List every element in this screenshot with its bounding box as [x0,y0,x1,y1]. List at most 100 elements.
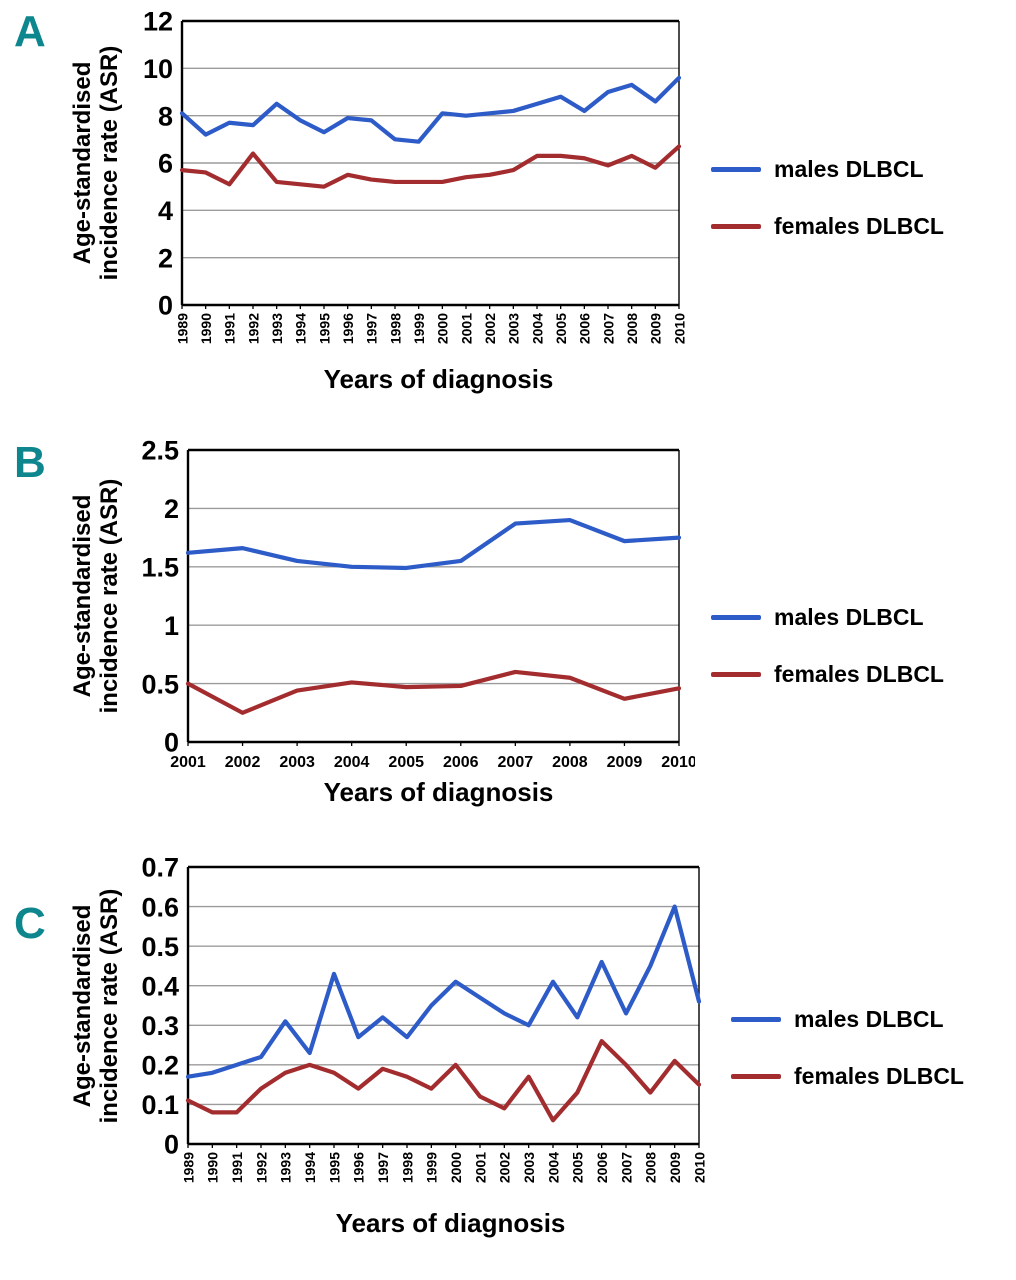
y-axis-title-block-a: Age-standardised incidence rate (ASR) [64,8,130,360]
svg-text:2003: 2003 [506,313,522,344]
legend-c: males DLBCL females DLBCL [731,1006,964,1090]
svg-text:6: 6 [158,149,173,179]
males-line-swatch [731,1017,781,1022]
legend-label-females: females DLBCL [774,213,944,239]
svg-text:0.7: 0.7 [141,856,179,883]
svg-text:2008: 2008 [624,313,640,344]
panel-label-b: B [14,438,46,487]
males-line-swatch [711,615,761,620]
svg-text:2005: 2005 [553,313,569,344]
x-axis-title-c: Years of diagnosis [335,1208,566,1238]
svg-text:2004: 2004 [334,754,370,771]
svg-text:0.2: 0.2 [141,1051,179,1081]
y-axis-title-a: Age-standardised incidence rate (ASR) [69,45,123,281]
females-line-swatch [731,1074,781,1079]
svg-text:2000: 2000 [435,313,451,344]
panel-b: B Age-standardised incidence rate (ASR) … [0,439,1016,808]
svg-text:0: 0 [164,1130,179,1160]
legend-label-males: males DLBCL [774,156,924,182]
legend-item-females: females DLBCL [731,1063,964,1090]
legend-item-females: females DLBCL [711,661,944,688]
svg-text:1998: 1998 [387,313,403,344]
svg-text:1996: 1996 [351,1152,367,1183]
svg-text:2001: 2001 [170,754,206,771]
svg-text:2008: 2008 [643,1152,659,1183]
svg-text:1997: 1997 [364,313,380,344]
females-line-swatch [711,672,761,677]
svg-text:2002: 2002 [225,754,261,771]
females-line-swatch [711,224,761,229]
svg-text:0.4: 0.4 [141,971,179,1001]
svg-text:0: 0 [164,728,179,758]
svg-text:2009: 2009 [648,313,664,344]
svg-text:2003: 2003 [279,754,315,771]
svg-text:1993: 1993 [278,1152,294,1183]
legend-label-females: females DLBCL [774,661,944,687]
panel-a: A Age-standardised incidence rate (ASR) … [0,8,1016,395]
svg-text:0.5: 0.5 [141,932,179,962]
y-axis-title-b: Age-standardised incidence rate (ASR) [69,478,123,714]
svg-text:2010: 2010 [691,1152,707,1183]
svg-text:1989: 1989 [174,313,190,344]
legend-item-males: males DLBCL [711,156,944,183]
svg-text:2007: 2007 [600,313,616,344]
svg-text:2002: 2002 [482,313,498,344]
svg-text:1997: 1997 [375,1152,391,1183]
svg-text:1995: 1995 [316,313,332,344]
svg-text:2010: 2010 [671,313,687,344]
svg-text:1990: 1990 [205,1152,221,1183]
y-axis-title-block-c: Age-standardised incidence rate (ASR) [64,856,130,1204]
x-axis-title-b: Years of diagnosis [323,777,554,807]
svg-text:2002: 2002 [497,1152,513,1183]
line-chart-b: 0 0.5 1 1.5 2 2.5 2001 2002 2003 2004 2005 2006 2007… [141,439,695,771]
legend-label-males: males DLBCL [774,604,924,630]
svg-text:2003: 2003 [521,1152,537,1183]
svg-text:2007: 2007 [498,754,534,771]
legend-label-females: females DLBCL [794,1063,964,1089]
line-chart-c: 0 0.1 0.2 0.3 0.4 0.5 0.6 0.7 1989 1990 1991 1992 19… [141,856,707,1183]
svg-text:1995: 1995 [326,1152,342,1183]
svg-text:12: 12 [143,8,173,37]
svg-text:2005: 2005 [570,1152,586,1183]
svg-text:2000: 2000 [448,1152,464,1183]
panel-c: C Age-standardised incidence rate (ASR) … [0,856,1016,1239]
svg-text:1993: 1993 [269,313,285,344]
panel-label-c: C [14,899,46,948]
svg-text:1991: 1991 [222,313,238,344]
svg-text:2.5: 2.5 [141,439,179,466]
legend-item-males: males DLBCL [731,1006,964,1033]
svg-text:1991: 1991 [229,1152,245,1183]
legend-b: males DLBCL females DLBCL [711,604,944,688]
svg-text:2: 2 [158,243,173,273]
svg-text:2006: 2006 [577,313,593,344]
svg-text:1989: 1989 [180,1152,196,1183]
svg-text:0.1: 0.1 [141,1090,179,1120]
chart-column-a: 0 2 4 6 8 10 12 1989 1990 1991 1992 1993 1994 1995 199… [130,8,695,395]
svg-text:2008: 2008 [552,754,588,771]
svg-text:2: 2 [164,494,179,524]
svg-text:1990: 1990 [198,313,214,344]
svg-text:2004: 2004 [545,1152,561,1183]
panel-label-a: A [14,7,46,56]
svg-text:2009: 2009 [607,754,643,771]
svg-text:10: 10 [143,54,173,84]
svg-text:8: 8 [158,101,173,131]
svg-text:0.6: 0.6 [141,892,179,922]
svg-text:2009: 2009 [667,1152,683,1183]
svg-text:2006: 2006 [594,1152,610,1183]
svg-text:1994: 1994 [293,313,309,344]
legend-item-males: males DLBCL [711,604,944,631]
svg-text:2004: 2004 [529,313,545,344]
svg-text:0.5: 0.5 [141,669,179,699]
svg-text:2007: 2007 [618,1152,634,1183]
legend-a: males DLBCL females DLBCL [711,156,944,240]
x-axis-title-a: Years of diagnosis [323,364,554,394]
svg-text:1999: 1999 [411,313,427,344]
svg-text:2001: 2001 [458,313,474,344]
line-chart-a: 0 2 4 6 8 10 12 1989 1990 1991 1992 1993 1994 1995 199… [143,8,687,344]
svg-text:1996: 1996 [340,313,356,344]
svg-text:1: 1 [164,611,179,641]
svg-text:1994: 1994 [302,1152,318,1183]
svg-text:1998: 1998 [399,1152,415,1183]
svg-text:0.3: 0.3 [141,1011,179,1041]
